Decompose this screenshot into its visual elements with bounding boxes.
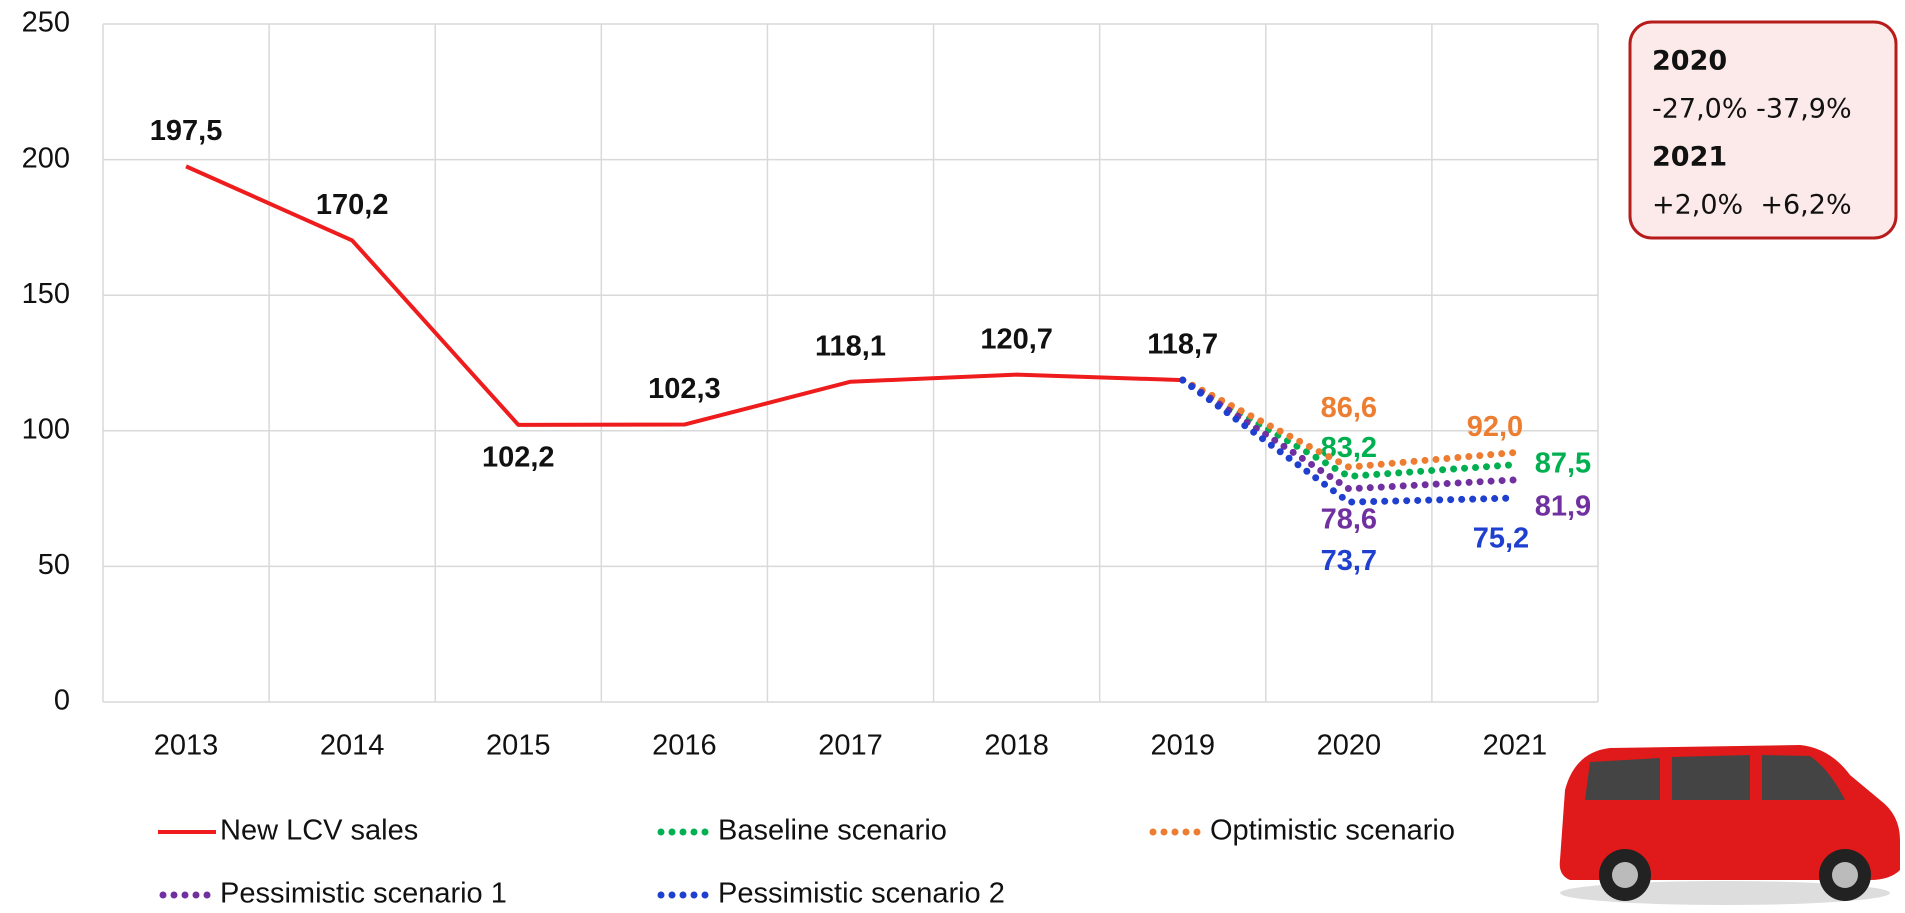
- series-line: [1179, 376, 1519, 493]
- data-label: 86,6: [1321, 392, 1377, 424]
- y-tick-label: 250: [22, 7, 70, 39]
- annotation-text: 2021: [1652, 142, 1727, 173]
- legend-label: Pessimistic scenario 2: [718, 878, 1005, 910]
- annotation-text: +2,0% +6,2%: [1652, 190, 1852, 221]
- annotation-box: [1628, 20, 1898, 240]
- x-tick-label: 2016: [652, 730, 717, 762]
- car-illustration: [1559, 745, 1900, 905]
- annotation-text: 2020: [1652, 46, 1727, 77]
- series-line: [1179, 376, 1519, 471]
- y-tick-label: 50: [38, 549, 70, 581]
- data-label: 75,2: [1473, 523, 1529, 555]
- x-tick-label: 2015: [486, 730, 551, 762]
- data-label: 118,1: [815, 330, 886, 362]
- x-tick-label: 2017: [818, 730, 883, 762]
- data-label: 120,7: [980, 323, 1053, 355]
- data-label: 73,7: [1321, 545, 1377, 577]
- series-line: [185, 164, 1183, 427]
- series-line: [1179, 376, 1519, 506]
- data-label: 118,7: [1147, 329, 1218, 361]
- x-tick-label: 2021: [1483, 730, 1548, 762]
- data-label: 102,2: [482, 441, 555, 473]
- data-label: 92,0: [1467, 411, 1523, 443]
- y-tick-label: 100: [22, 413, 70, 445]
- x-tick-label: 2018: [984, 730, 1049, 762]
- data-label: 102,3: [648, 373, 721, 405]
- data-label: 78,6: [1321, 503, 1377, 535]
- x-tick-label: 2020: [1317, 730, 1382, 762]
- y-tick-label: 0: [54, 685, 70, 717]
- legend-label: New LCV sales: [220, 815, 418, 847]
- x-tick-label: 2014: [320, 730, 385, 762]
- legend-label: Baseline scenario: [718, 815, 947, 847]
- legend-label: Optimistic scenario: [1210, 815, 1455, 847]
- data-label: 87,5: [1535, 447, 1591, 479]
- x-tick-label: 2019: [1150, 730, 1215, 762]
- x-tick-label: 2013: [154, 730, 219, 762]
- legend-label: Pessimistic scenario 1: [220, 878, 507, 910]
- data-label: 170,2: [316, 189, 389, 221]
- y-tick-label: 200: [22, 142, 70, 174]
- data-label: 197,5: [150, 115, 223, 147]
- data-label: 81,9: [1535, 491, 1591, 523]
- annotation-text: -27,0% -37,9%: [1652, 94, 1852, 125]
- y-tick-label: 150: [22, 278, 70, 310]
